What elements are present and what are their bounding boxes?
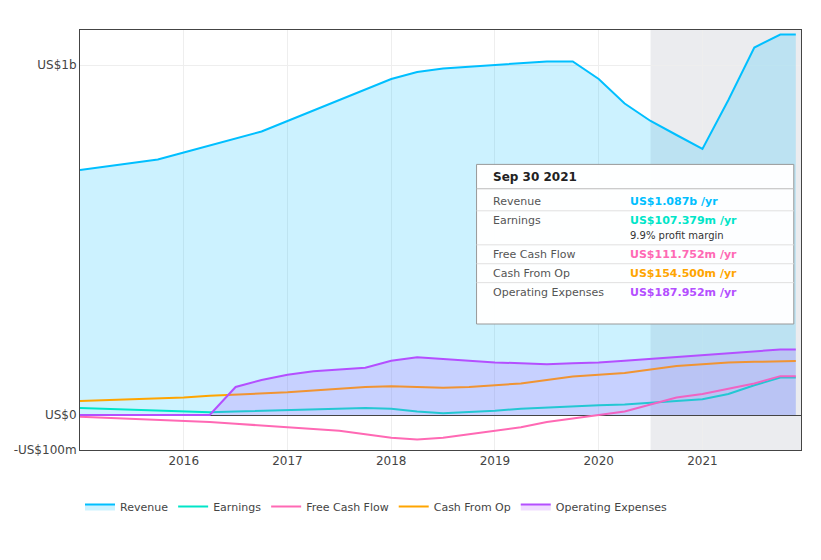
svg-text:2017: 2017	[272, 454, 303, 468]
svg-text:Operating Expenses: Operating Expenses	[493, 286, 604, 299]
svg-text:Sep 30 2021: Sep 30 2021	[493, 170, 577, 184]
svg-text:Cash From Op: Cash From Op	[434, 501, 511, 514]
svg-text:Earnings: Earnings	[493, 214, 541, 227]
svg-text:US$187.952m /yr: US$187.952m /yr	[630, 286, 737, 299]
svg-text:9.9% profit margin: 9.9% profit margin	[630, 230, 724, 241]
svg-text:US$1.087b /yr: US$1.087b /yr	[630, 195, 718, 208]
svg-text:Free Cash Flow: Free Cash Flow	[306, 501, 389, 514]
svg-text:2018: 2018	[376, 454, 407, 468]
svg-text:US$111.752m /yr: US$111.752m /yr	[630, 248, 737, 261]
svg-text:US$0: US$0	[45, 408, 77, 422]
svg-text:2020: 2020	[583, 454, 614, 468]
svg-text:US$107.379m /yr: US$107.379m /yr	[630, 214, 737, 227]
svg-text:Earnings: Earnings	[213, 501, 261, 514]
svg-text:-US$100m: -US$100m	[14, 443, 77, 457]
svg-text:Cash From Op: Cash From Op	[493, 267, 570, 280]
svg-text:US$154.500m /yr: US$154.500m /yr	[630, 267, 737, 280]
svg-text:US$1b: US$1b	[37, 58, 76, 72]
svg-text:2016: 2016	[168, 454, 199, 468]
svg-text:2021: 2021	[687, 454, 718, 468]
svg-text:2019: 2019	[480, 454, 511, 468]
svg-text:Operating Expenses: Operating Expenses	[556, 501, 667, 514]
svg-text:Revenue: Revenue	[493, 195, 541, 208]
svg-text:Free Cash Flow: Free Cash Flow	[493, 248, 576, 261]
svg-text:Revenue: Revenue	[120, 501, 168, 514]
